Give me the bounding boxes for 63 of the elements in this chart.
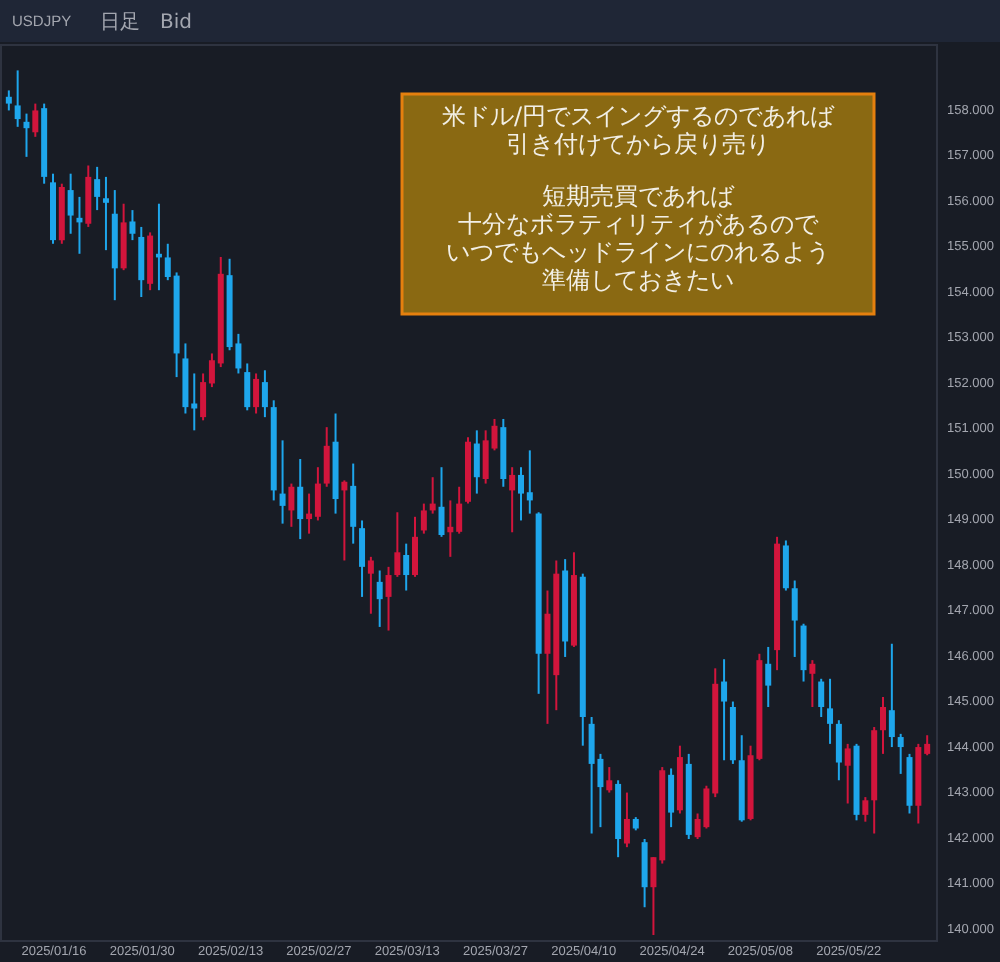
candlestick [359, 519, 366, 598]
candlestick [606, 766, 613, 794]
candlestick [623, 791, 630, 849]
candlestick [420, 502, 427, 535]
candlestick [341, 479, 348, 562]
candlestick [588, 716, 595, 835]
annotation: 米ドル/円でスイングするのであれば [441, 102, 837, 130]
candlestick [888, 642, 895, 749]
candlestick [782, 539, 789, 592]
candlestick [394, 511, 401, 578]
candlestick [297, 458, 304, 541]
candlestick [85, 164, 92, 228]
candlestick [279, 439, 286, 525]
candlestick [244, 362, 251, 412]
candlestick [818, 677, 825, 719]
candlestick [314, 466, 321, 522]
candlestick [412, 515, 419, 578]
candlestick [367, 555, 374, 615]
candlestick [23, 112, 30, 158]
candlestick [473, 429, 480, 495]
candlestick [438, 466, 445, 538]
candlestick [809, 659, 816, 709]
text: Bid [160, 12, 192, 34]
candlestick [323, 426, 330, 488]
candlestick [668, 767, 675, 829]
candlestick [827, 677, 834, 745]
candlestick [791, 579, 798, 658]
candlestick [120, 202, 127, 272]
candlestick [835, 719, 842, 782]
candlestick [67, 172, 74, 235]
candlestick [862, 796, 869, 823]
candlestick [288, 482, 295, 528]
candlestick [844, 742, 851, 805]
candlestick [897, 732, 904, 775]
annotation: 引き付けてから戻り売り [506, 130, 770, 158]
candlestick [253, 372, 260, 415]
candlestick [765, 645, 772, 709]
candlestick [721, 658, 728, 762]
candlestick [385, 565, 392, 632]
candlestick [306, 492, 313, 535]
annotation: 十分なボラティリティがあるので [458, 210, 820, 238]
candlestick [526, 449, 533, 515]
candlestick [261, 369, 268, 419]
candlestick [482, 429, 489, 485]
candlestick [800, 622, 807, 683]
candlestick [129, 209, 136, 242]
candlestick [447, 499, 454, 558]
annotation: 準備しておきたい [542, 266, 734, 294]
candlestick [94, 165, 101, 212]
candlestick [403, 542, 410, 592]
candlestick [102, 175, 109, 252]
text: 日足 [100, 12, 140, 34]
candlestick [376, 569, 383, 628]
candlestick [14, 69, 21, 128]
candlestick [5, 89, 12, 112]
annotation: 短期売買であれば [542, 182, 736, 210]
candlestick [641, 837, 648, 909]
candlestick [509, 466, 516, 534]
candlestick [350, 462, 357, 545]
candlestick [880, 696, 887, 755]
candlestick [138, 225, 145, 299]
annotation: いつでもヘッドラインにのれるよう [446, 238, 830, 266]
candlestick [32, 102, 39, 138]
